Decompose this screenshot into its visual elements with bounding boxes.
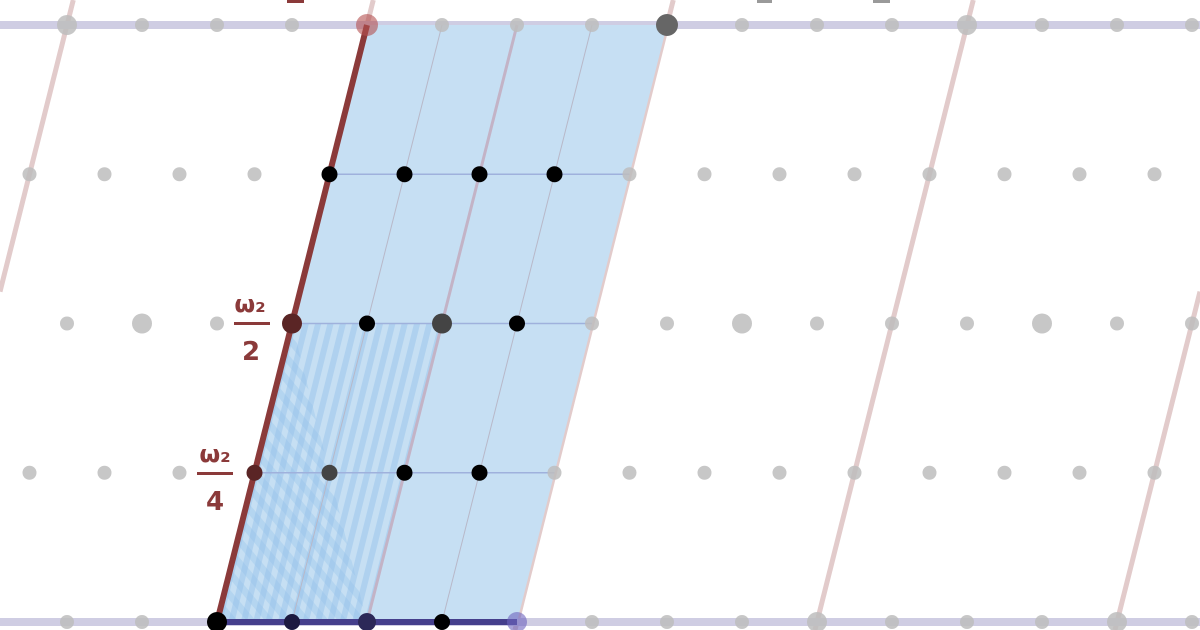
cell-point-dot <box>246 464 263 481</box>
grid-dot <box>622 465 637 480</box>
grid-dot <box>1035 18 1049 32</box>
grid-dot <box>135 18 149 32</box>
grid-dot <box>247 167 262 182</box>
grid-dot <box>735 615 749 629</box>
cell-point-dot <box>357 613 377 630</box>
grid-dot <box>97 465 112 480</box>
grid-dot <box>285 18 299 32</box>
grid-dot <box>1185 615 1199 629</box>
grid-dot <box>97 167 112 182</box>
grid-dot <box>1110 18 1124 32</box>
labels: ω₂ 2 ω₂ 4 <box>197 0 890 517</box>
grid-dot <box>960 615 974 629</box>
cell-point-dot <box>506 611 527 630</box>
grid-dot <box>1072 465 1087 480</box>
cell-point-dot <box>284 614 300 630</box>
grid-dot <box>1147 465 1162 480</box>
grid-dot <box>732 313 752 334</box>
grid-dot <box>847 465 862 480</box>
grid-dot <box>210 316 224 331</box>
grid-dot <box>660 316 674 331</box>
cell-point-dot <box>656 14 678 36</box>
grid-dot <box>585 615 599 629</box>
grid-dot <box>885 18 899 32</box>
grid-dot <box>697 465 712 480</box>
lattice-line <box>1112 291 1200 630</box>
grid-dot <box>1147 167 1162 182</box>
grid-dot <box>172 167 187 182</box>
grid-dot <box>585 316 599 331</box>
grid-dot <box>585 18 599 32</box>
cell-point-dot <box>207 612 227 630</box>
grid-dot <box>885 316 899 331</box>
cell-point-dot <box>282 313 302 334</box>
cell-point-dot <box>321 166 338 183</box>
cell-point-dot <box>546 166 563 183</box>
cell-point-dot <box>356 14 378 36</box>
grid-dot <box>922 167 937 182</box>
label-omega2-quarter-bar <box>197 472 233 475</box>
lattice-dots <box>22 14 1199 630</box>
cell-point-dot <box>396 464 413 481</box>
grid-dot <box>22 167 37 182</box>
grid-dot <box>510 18 524 32</box>
grid-dot <box>622 167 637 182</box>
grid-dot <box>1035 615 1049 629</box>
cell-point-dot <box>321 464 338 481</box>
grid-dot <box>57 15 77 35</box>
cell-point-dot <box>471 166 488 183</box>
grid-dot <box>22 465 37 480</box>
grid-dot <box>806 612 827 630</box>
grid-dot <box>210 18 224 32</box>
grid-dot <box>1072 167 1087 182</box>
grid-dot <box>1107 612 1127 630</box>
label-omega2-half-bar <box>234 322 270 325</box>
grid-dot <box>735 18 749 32</box>
grid-dot <box>772 167 787 182</box>
grid-dot <box>697 167 712 182</box>
grid-dot <box>1185 316 1199 331</box>
cell-point-dot <box>434 614 450 630</box>
grid-dot <box>660 615 674 629</box>
grid-dot <box>547 465 562 480</box>
grid-dot <box>960 316 974 331</box>
cell-point-dot <box>359 315 375 332</box>
grid-dot <box>997 167 1012 182</box>
grid-dot <box>172 465 187 480</box>
grid-dot <box>772 465 787 480</box>
grid-dot <box>922 465 937 480</box>
grid-dot <box>957 15 977 35</box>
grid-dot <box>435 18 449 32</box>
clipped-label-bar-omega2 <box>287 0 304 3</box>
label-omega2-half-num: ω₂ <box>234 290 265 318</box>
cell-point-dot <box>471 464 488 481</box>
grid-dot <box>60 316 74 331</box>
label-omega2-half-den: 2 <box>242 337 260 367</box>
grid-dot <box>132 313 152 334</box>
grid-dot <box>847 167 862 182</box>
grid-dot <box>885 615 899 629</box>
cell-point-dot <box>509 315 525 332</box>
cell-point-dot <box>396 166 413 183</box>
grid-dot <box>810 316 824 331</box>
lattice-line <box>0 0 76 293</box>
grid-dot <box>810 18 824 32</box>
clipped-label-bar <box>757 0 772 3</box>
grid-dot <box>997 465 1012 480</box>
lattice-line <box>812 0 976 630</box>
grid-dot <box>60 615 74 629</box>
label-omega2-quarter-num: ω₂ <box>199 440 230 468</box>
grid-dot <box>1032 313 1052 334</box>
cell-point-dot <box>432 313 452 334</box>
clipped-label-bar <box>873 0 890 3</box>
grid-dot <box>1110 316 1124 331</box>
label-omega2-quarter-den: 4 <box>206 487 224 517</box>
grid-dot <box>135 615 149 629</box>
grid-dot <box>1185 18 1199 32</box>
